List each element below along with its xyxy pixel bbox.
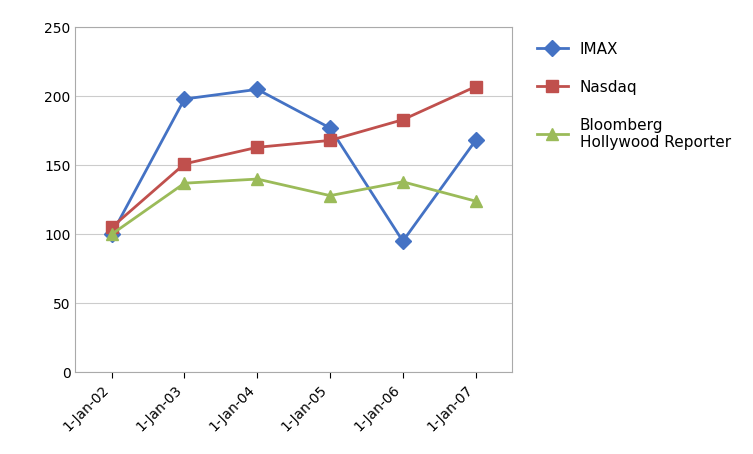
Nasdaq xyxy=(180,161,189,167)
Nasdaq xyxy=(325,138,334,143)
Line: Bloomberg
Hollywood Reporter: Bloomberg Hollywood Reporter xyxy=(106,173,481,240)
Nasdaq xyxy=(107,225,116,230)
Legend: IMAX, Nasdaq, Bloomberg
Hollywood Reporter: IMAX, Nasdaq, Bloomberg Hollywood Report… xyxy=(537,42,731,150)
Bloomberg
Hollywood Reporter xyxy=(471,198,480,204)
IMAX xyxy=(471,138,480,143)
Bloomberg
Hollywood Reporter xyxy=(107,232,116,237)
Bloomberg
Hollywood Reporter xyxy=(253,176,262,182)
Nasdaq xyxy=(253,144,262,150)
Nasdaq xyxy=(398,117,407,123)
Nasdaq xyxy=(471,84,480,89)
IMAX xyxy=(180,96,189,102)
Bloomberg
Hollywood Reporter xyxy=(398,179,407,184)
Bloomberg
Hollywood Reporter xyxy=(180,181,189,186)
Line: Nasdaq: Nasdaq xyxy=(106,81,481,233)
IMAX xyxy=(398,238,407,244)
Line: IMAX: IMAX xyxy=(106,84,481,247)
IMAX xyxy=(253,87,262,92)
IMAX xyxy=(107,232,116,237)
Bloomberg
Hollywood Reporter xyxy=(325,193,334,198)
IMAX xyxy=(325,125,334,131)
